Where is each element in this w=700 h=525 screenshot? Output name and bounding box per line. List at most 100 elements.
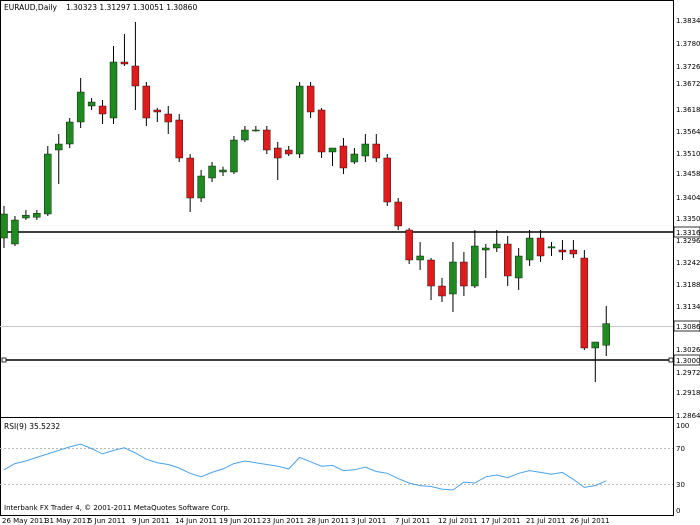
- price-tick: 1.31880: [676, 281, 700, 289]
- hline-lower-handle-right[interactable]: [668, 357, 674, 363]
- hline-upper-label: 1.33160: [676, 229, 700, 237]
- candle-bear: [504, 243, 512, 277]
- candle-bear: [460, 261, 468, 287]
- candle-bear: [131, 65, 140, 87]
- candle-bull: [482, 247, 490, 251]
- candle-bull: [547, 246, 556, 249]
- candle-bear: [153, 109, 162, 113]
- candle-bull: [55, 143, 63, 151]
- candle-bear: [558, 249, 567, 253]
- time-tick: 26 Jul 2011: [570, 517, 610, 525]
- candle-bear: [317, 109, 326, 153]
- price-tick: 1.37265: [676, 63, 700, 71]
- price-tick: 1.36725: [676, 80, 700, 88]
- candle-bull: [493, 243, 501, 249]
- candle-bear: [438, 285, 446, 297]
- rsi-label: RSI(9) 35.5232: [4, 422, 60, 431]
- time-tick: 21 Jul 2011: [526, 517, 566, 525]
- candle-bull: [525, 237, 534, 261]
- price-tick: 1.33500: [676, 215, 700, 223]
- candle-bull: [241, 129, 249, 141]
- candle-bull: [33, 212, 41, 218]
- candle-bear: [427, 259, 435, 287]
- candle-bear: [142, 85, 151, 119]
- current-price-label: 1.30860: [676, 323, 700, 331]
- candle-bear: [186, 157, 194, 199]
- rsi-level-label: 70: [676, 445, 685, 453]
- candle-bull: [295, 85, 304, 155]
- rsi-level-label: 30: [676, 481, 685, 489]
- time-tick: 26 May 2011: [2, 517, 48, 525]
- candle-bull: [361, 143, 370, 157]
- time-tick: 12 Jul 2011: [438, 517, 478, 525]
- copyright-text: Interbank FX Trader 4, © 2001-2011 MetaQ…: [4, 504, 230, 512]
- candle-bull: [11, 219, 19, 245]
- candle-bull: [514, 255, 523, 279]
- candle-bull: [350, 153, 359, 163]
- price-tick: 1.34040: [676, 194, 700, 202]
- candle-bull: [219, 169, 227, 173]
- time-tick: 7 Jul 2011: [395, 517, 430, 525]
- price-tick: 1.36185: [676, 106, 700, 114]
- candle-bull: [416, 255, 424, 261]
- price-tick: 1.35645: [676, 128, 700, 136]
- price-tick: 1.37800: [676, 40, 700, 48]
- candle-bear: [372, 143, 380, 159]
- candle-bear: [98, 105, 107, 115]
- time-tick: 17 Jul 2011: [481, 517, 521, 525]
- price-tick: 1.29720: [676, 369, 700, 377]
- current-price-box: [673, 320, 700, 332]
- candle-bull: [109, 61, 118, 119]
- candle-bull: [328, 147, 337, 153]
- candle-bear: [120, 61, 129, 65]
- time-tick: 3 Jul 2011: [351, 517, 386, 525]
- candle-bull: [208, 165, 216, 179]
- candle-bear: [394, 201, 402, 227]
- price-tick: 1.38345: [676, 17, 700, 25]
- time-tick: 9 Jun 2011: [132, 517, 170, 525]
- candle-bull: [44, 153, 52, 215]
- candle-bear: [164, 113, 172, 123]
- price-tick: 1.35105: [676, 150, 700, 158]
- rsi-line: [3, 443, 607, 491]
- ohlc-label: 1.30323 1.31297 1.30051 1.30860: [66, 3, 197, 12]
- chart-frame: [0, 0, 674, 516]
- price-tick: 1.32960: [676, 237, 700, 245]
- time-tick: 31 May 2011: [45, 517, 91, 525]
- time-tick: 28 Jun 2011: [307, 517, 349, 525]
- price-tick: 1.28640: [676, 412, 700, 420]
- candle-bear: [405, 229, 413, 261]
- candle-bull: [22, 214, 30, 219]
- candle-bear: [580, 257, 589, 349]
- price-tick: 1.34580: [676, 170, 700, 178]
- candle-bear: [536, 237, 545, 257]
- candle-bull: [197, 175, 205, 199]
- candle-bull: [76, 91, 85, 123]
- price-tick: 1.32420: [676, 259, 700, 267]
- candle-bear: [274, 147, 282, 159]
- hline-upper-box: [673, 226, 700, 238]
- candle-bear: [569, 249, 578, 255]
- rsi-level-label: 0: [676, 507, 680, 515]
- candle-bull: [591, 341, 599, 349]
- time-axis: 26 May 2011 31 May 2011 5 Jun 2011 9 Jun…: [2, 517, 610, 525]
- candle-bear: [175, 119, 183, 159]
- rsi-level-label: 100: [676, 422, 689, 430]
- candle-bull: [87, 101, 96, 107]
- candle-bear: [285, 149, 293, 155]
- candle-bull: [0, 213, 8, 239]
- candle-bull: [449, 261, 457, 295]
- candle-bear: [339, 145, 348, 169]
- time-tick: 5 Jun 2011: [88, 517, 126, 525]
- hline-lower-box: [673, 354, 700, 366]
- candle-bull: [602, 323, 610, 346]
- hline-lower-handle[interactable]: [1, 357, 7, 363]
- candle-bull: [252, 129, 260, 132]
- candle-bear: [306, 85, 315, 113]
- price-axis: 1.38345 1.37800 1.37265 1.36725 1.36185 …: [676, 17, 700, 420]
- price-tick: 1.31340: [676, 303, 700, 311]
- candle-bull: [230, 139, 238, 173]
- candle-bull: [471, 245, 479, 287]
- candle-bull: [65, 121, 74, 145]
